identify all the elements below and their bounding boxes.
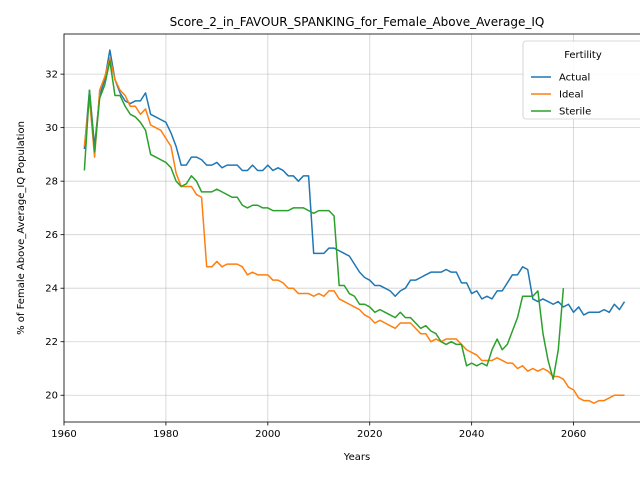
grid — [63, 34, 640, 422]
legend: Fertility Actual Ideal Sterile — [522, 40, 640, 120]
plot-frame — [63, 33, 640, 423]
y-tick-label: 22 — [45, 337, 58, 348]
series-lines — [83, 49, 626, 405]
legend-label-sterile: Sterile — [559, 107, 591, 118]
x-tick-label: 1980 — [153, 429, 178, 440]
y-tick-label: 32 — [45, 70, 58, 81]
x-tick-label: 2000 — [255, 429, 280, 440]
legend-label-actual: Actual — [559, 73, 590, 84]
y-tick-label: 30 — [45, 123, 58, 134]
chart-title: Score_2_in_FAVOUR_SPANKING_for_Female_Ab… — [170, 15, 545, 29]
legend-title: Fertility — [564, 50, 602, 61]
y-tick-label: 20 — [45, 391, 58, 402]
x-axis-label: Years — [343, 452, 370, 463]
series-line-actual — [83, 49, 626, 316]
x-tick-label: 1960 — [51, 429, 76, 440]
x-tick-label: 2040 — [459, 429, 484, 440]
legend-items: Actual Ideal Sterile — [531, 73, 591, 118]
y-axis-label: % of Female Above_Average_IQ Population — [16, 121, 27, 335]
y-tick-label: 26 — [45, 230, 58, 241]
x-tick-label: 2060 — [561, 429, 586, 440]
y-tick-label: 24 — [45, 284, 58, 295]
y-tick-label: 28 — [45, 177, 58, 188]
series-line-sterile — [83, 60, 565, 380]
y-axis-ticks: 20 22 24 26 28 30 32 — [45, 70, 64, 402]
x-tick-label: 2020 — [357, 429, 382, 440]
legend-label-ideal: Ideal — [559, 90, 583, 101]
legend-box — [522, 40, 640, 120]
series-line-ideal — [83, 57, 625, 405]
x-axis-ticks: 1960 1980 2000 2020 2040 2060 — [51, 422, 586, 440]
